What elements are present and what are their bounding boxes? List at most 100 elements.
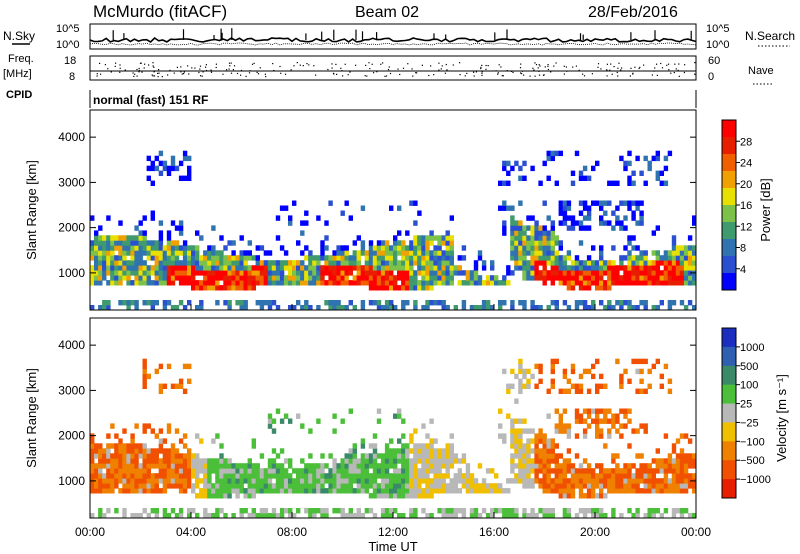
- heatmap-cell: [570, 270, 576, 276]
- colorbar-swatch: [722, 188, 736, 206]
- heatmap-cell: [187, 260, 192, 266]
- heatmap-cell: [154, 240, 159, 246]
- heatmap-cell: [182, 305, 188, 311]
- heatmap-cell: [247, 493, 252, 499]
- heatmap-cell: [397, 265, 402, 271]
- heatmap-cell: [296, 265, 301, 271]
- heatmap-cell: [166, 363, 172, 370]
- heatmap-cell: [514, 265, 519, 271]
- heatmap-cell: [199, 255, 204, 261]
- heatmap-cell: [243, 265, 248, 271]
- heatmap-cell: [566, 468, 572, 474]
- heatmap-cell: [578, 468, 584, 474]
- heatmap-cell: [195, 453, 200, 459]
- heatmap-cell: [304, 275, 309, 281]
- heatmap-cell: [122, 235, 127, 241]
- heatmap-cell: [445, 473, 450, 479]
- heatmap-cell: [530, 448, 535, 454]
- heatmap-cell: [118, 255, 123, 261]
- nave-dot: [161, 76, 163, 78]
- heatmap-cell: [607, 433, 612, 439]
- colorbar-swatch: [722, 256, 736, 274]
- heatmap-cell: [562, 468, 568, 474]
- heatmap-cell: [110, 255, 115, 261]
- heatmap-cell: [643, 483, 648, 489]
- heatmap-cell: [223, 275, 228, 281]
- heatmap-cell: [275, 280, 281, 286]
- colorbar-tick-label: 16: [740, 200, 752, 212]
- heatmap-cell: [538, 438, 543, 444]
- heatmap-cell: [659, 260, 664, 266]
- heatmap-cell: [562, 478, 568, 484]
- heatmap-cell: [538, 255, 543, 261]
- heatmap-cell: [461, 513, 467, 519]
- heatmap-cell: [461, 255, 467, 261]
- heatmap-cell: [538, 368, 543, 375]
- heatmap-cell: [376, 255, 382, 261]
- heatmap-cell: [562, 463, 568, 469]
- heatmap-cell: [413, 443, 418, 449]
- heatmap-cell: [231, 280, 236, 286]
- heatmap-cell: [437, 235, 442, 241]
- heatmap-cell: [336, 250, 341, 256]
- heatmap-cell: [340, 508, 345, 514]
- nave-dot: [510, 70, 513, 72]
- heatmap-cell: [425, 280, 430, 286]
- nave-dot: [169, 69, 171, 71]
- heatmap-cell: [397, 285, 402, 291]
- heatmap-cell: [170, 240, 176, 246]
- heatmap-cell: [578, 240, 584, 246]
- heatmap-cell: [429, 493, 434, 499]
- heatmap-cell: [671, 448, 677, 454]
- heatmap-cell: [122, 473, 127, 479]
- heatmap-cell: [235, 255, 240, 261]
- heatmap-cell: [542, 225, 547, 231]
- heatmap-cell: [687, 260, 693, 266]
- heatmap-cell: [356, 250, 361, 256]
- heatmap-cell: [114, 458, 119, 464]
- heatmap-cell: [599, 433, 604, 439]
- heatmap-cell: [364, 270, 370, 276]
- heatmap-cell: [283, 280, 289, 286]
- heatmap-cell: [591, 200, 596, 206]
- heatmap-cell: [651, 513, 656, 519]
- heatmap-cell: [227, 458, 232, 464]
- heatmap-cell: [643, 423, 648, 429]
- nave-dot: [441, 65, 443, 67]
- heatmap-cell: [384, 245, 390, 251]
- heatmap-cell: [235, 493, 240, 499]
- colorbar-swatch: [722, 137, 736, 155]
- heatmap-cell: [409, 275, 414, 281]
- heatmap-cell: [356, 255, 361, 261]
- heatmap-cell: [538, 483, 543, 489]
- heatmap-cell: [433, 250, 438, 256]
- heatmap-cell: [413, 255, 418, 261]
- nave-dot: [566, 70, 568, 72]
- heatmap-cell: [255, 513, 260, 519]
- heatmap-cell: [433, 478, 438, 484]
- heatmap-cell: [102, 453, 107, 459]
- heatmap-cell: [106, 488, 111, 494]
- heatmap-cell: [514, 240, 519, 246]
- heatmap-cell: [235, 488, 240, 494]
- heatmap-cell: [360, 513, 366, 519]
- heatmap-cell: [623, 280, 628, 286]
- heatmap-cell: [275, 478, 281, 484]
- heatmap-cell: [586, 265, 592, 271]
- heatmap-cell: [655, 250, 660, 256]
- heatmap-cell: [510, 368, 515, 375]
- heatmap-cell: [243, 508, 248, 514]
- nave-dot: [228, 68, 230, 70]
- heatmap-cell: [300, 478, 305, 484]
- heatmap-cell: [344, 478, 349, 484]
- heatmap-cell: [671, 483, 677, 489]
- heatmap-cell: [122, 443, 127, 449]
- heatmap-cell: [518, 473, 523, 479]
- heatmap-cell: [510, 230, 515, 236]
- heatmap-cell: [421, 488, 426, 494]
- nave-dot: [226, 69, 228, 71]
- heatmap-cell: [550, 458, 555, 464]
- heatmap-cell: [663, 265, 669, 271]
- heatmap-cell: [578, 170, 584, 176]
